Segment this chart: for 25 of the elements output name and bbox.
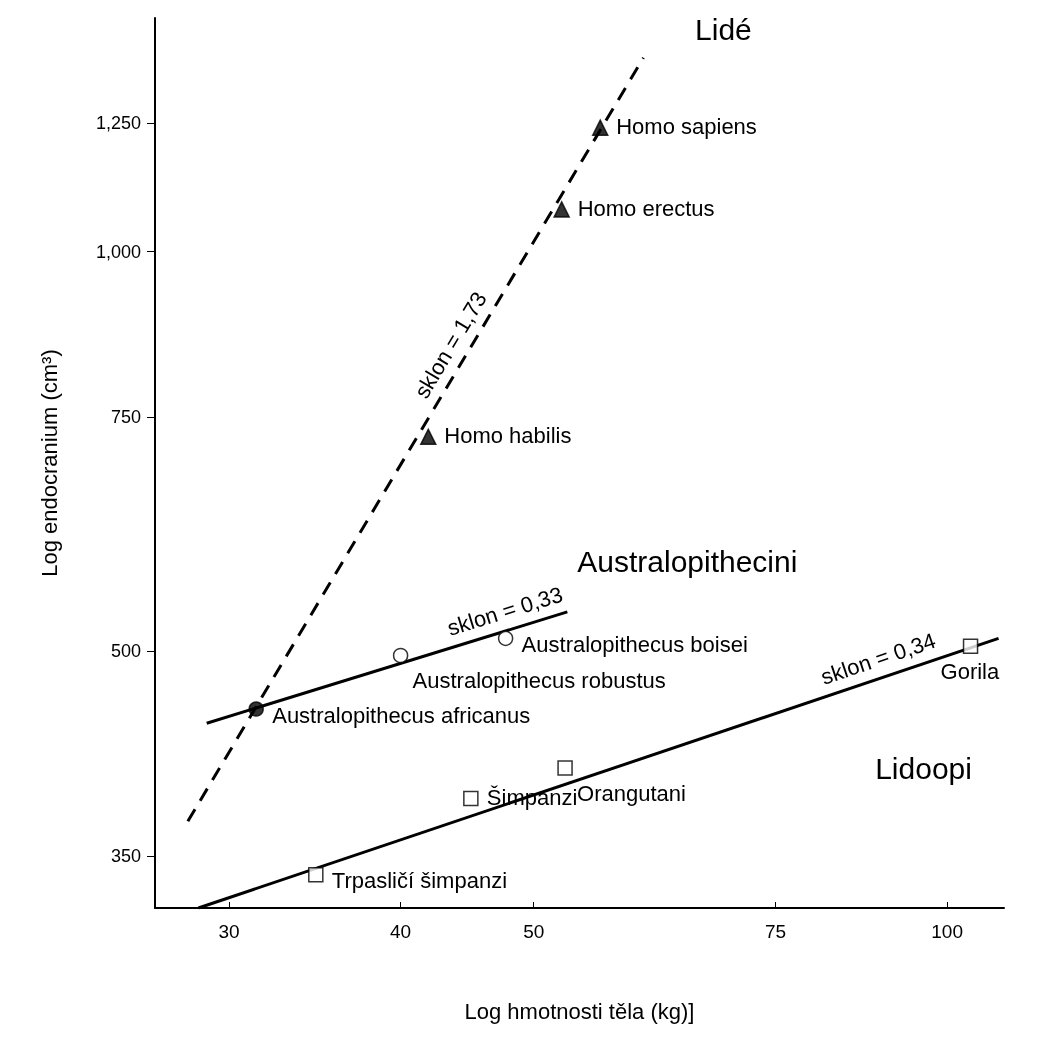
x-tick-label: 50 [523, 921, 545, 942]
series-label: Lidé [695, 13, 752, 47]
annotation: Australopithecus robustus [412, 668, 666, 694]
y-tick-label: 1,000 [95, 241, 141, 262]
annotation: Trpasličí šimpanzi [331, 868, 508, 894]
annotation: Homo erectus [577, 195, 715, 221]
x-tick-label: 75 [764, 921, 787, 942]
y-tick-label: 500 [110, 640, 141, 661]
annotation: Homo habilis [444, 423, 572, 449]
y-tick-label: 350 [110, 846, 141, 867]
x-tick-label: 30 [218, 921, 240, 942]
x-axis-title: Log hmotnosti těla (kg)] [464, 998, 695, 1024]
y-tick-label: 750 [110, 407, 141, 428]
series-label: Australopithecini [577, 545, 798, 579]
text: Lidoopi [875, 751, 972, 785]
y-axis-title: Log endocranium (cm³) [36, 349, 62, 577]
x-tick-label: 40 [390, 921, 412, 942]
annotation: Orangutani [577, 780, 686, 806]
annotation: Australopithecus africanus [272, 702, 531, 728]
annotation: Homo sapiens [616, 114, 757, 140]
y-tick-label: 1,250 [95, 113, 141, 134]
annotation: Australopithecus boisei [521, 631, 748, 657]
x-tick-label: 100 [931, 921, 963, 942]
annotation: Gorila [940, 658, 1000, 684]
annotation: sklon = 0,34 [817, 627, 939, 690]
